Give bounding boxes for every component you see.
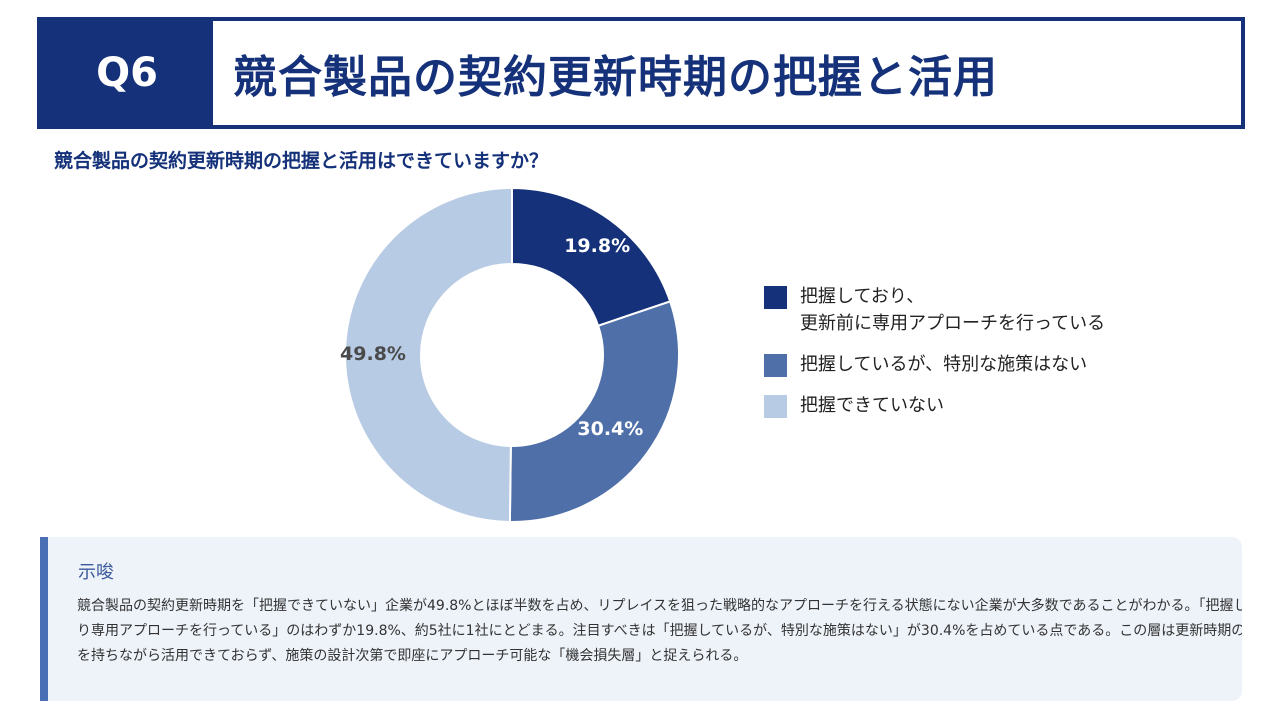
slice-data-label-1: 19.8% bbox=[564, 235, 630, 257]
header-banner: Q6 競合製品の契約更新時期の把握と活用 bbox=[37, 17, 1245, 129]
question-number: Q6 bbox=[96, 50, 158, 96]
legend-swatch-3 bbox=[764, 395, 787, 418]
legend-label-3: 把握できていない bbox=[800, 395, 944, 416]
legend-swatch-1 bbox=[764, 286, 787, 309]
legend-label-1: 把握しており、 更新前に専用アプローチを行っている bbox=[800, 286, 1106, 334]
legend-label-2: 把握しているが、特別な施策はない bbox=[800, 354, 1088, 375]
donut-slice-2 bbox=[508, 300, 680, 523]
insight-accent-bar bbox=[40, 537, 48, 701]
slice-data-label-2: 30.4% bbox=[577, 418, 643, 440]
survey-question: 競合製品の契約更新時期の把握と活用はできていますか？ bbox=[54, 150, 549, 172]
legend-item-3: 把握できていない bbox=[764, 392, 1105, 419]
donut-slice-1 bbox=[511, 186, 672, 328]
insight-panel: 示唆 競合製品の契約更新時期を「把握できていない」企業が49.8%とほぼ半数を占… bbox=[40, 537, 1242, 701]
insight-body: 競合製品の契約更新時期を「把握できていない」企業が49.8%とほぼ半数を占め、リ… bbox=[77, 598, 1242, 664]
donut-slice-3 bbox=[344, 186, 513, 524]
legend-item-1: 把握しており、 更新前に専用アプローチを行っている bbox=[764, 283, 1105, 337]
insight-heading: 示唆 bbox=[78, 562, 114, 583]
chart-legend: 把握しており、 更新前に専用アプローチを行っている把握しているが、特別な施策はな… bbox=[764, 283, 1105, 433]
page-title: 競合製品の契約更新時期の把握と活用 bbox=[233, 52, 998, 103]
question-number-badge: Q6 bbox=[41, 21, 213, 125]
legend-item-2: 把握しているが、特別な施策はない bbox=[764, 351, 1105, 378]
legend-swatch-2 bbox=[764, 354, 787, 377]
slice-data-label-3: 49.8% bbox=[340, 343, 406, 365]
